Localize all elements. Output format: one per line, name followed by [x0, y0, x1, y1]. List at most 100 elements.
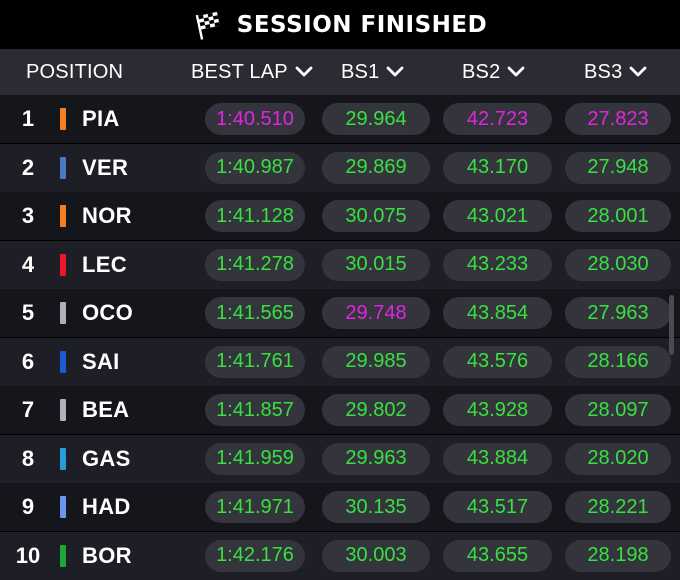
position-number: 2 [21, 154, 35, 180]
best-lap-time: 1:40.987 [205, 151, 305, 184]
bs3-time: 28.001 [565, 200, 671, 232]
bs2-time: 43.884 [443, 442, 552, 475]
header-position: POSITION [26, 49, 123, 95]
table-row[interactable]: 7 BEA 1:41.857 29.802 43.928 28.097 [0, 386, 680, 434]
best-lap-time: 1:41.565 [205, 297, 305, 329]
header-bs3-sort[interactable]: BS3 [584, 49, 648, 95]
driver-code: HAD [82, 494, 131, 519]
bs3-time: 28.221 [565, 491, 671, 523]
best-lap-time: 1:42.176 [205, 539, 305, 572]
table-row[interactable]: 3 NOR 1:41.128 30.075 43.021 28.001 [0, 192, 680, 240]
driver-code: VER [82, 154, 129, 180]
bs2-time: 43.021 [443, 200, 552, 232]
best-lap-time: 1:41.857 [205, 394, 305, 426]
team-color-bar [60, 350, 66, 373]
bs3-time: 28.097 [565, 394, 671, 426]
team-color-bar [60, 205, 66, 227]
driver-code: PIA [82, 106, 120, 131]
chevron-down-icon [630, 66, 647, 77]
position-number: 3 [21, 203, 35, 228]
bs2-time: 43.655 [443, 539, 552, 572]
driver-code: LEC [82, 251, 127, 277]
team-color-bar [60, 108, 66, 130]
driver-code: SAI [82, 348, 120, 374]
position-number: 5 [21, 300, 35, 325]
bs3-time: 28.030 [565, 248, 671, 281]
position-number: 8 [21, 445, 35, 471]
bs1-time: 29.964 [322, 103, 430, 135]
best-lap-time: 1:40.510 [205, 103, 305, 135]
driver-code: BOR [82, 542, 132, 568]
team-color-bar [60, 544, 66, 567]
bs2-time: 43.928 [443, 394, 552, 426]
table-row[interactable]: 5 OCO 1:41.565 29.748 43.854 27.963 [0, 289, 680, 337]
driver-code: NOR [82, 203, 132, 228]
team-color-bar [60, 302, 66, 324]
header-bs2-label: BS2 [462, 60, 501, 83]
best-lap-time: 1:41.959 [205, 442, 305, 475]
bs3-time: 28.198 [565, 539, 671, 572]
best-lap-time: 1:41.278 [205, 248, 305, 281]
header-bs2-sort[interactable]: BS2 [462, 49, 526, 95]
best-lap-time: 1:41.761 [205, 345, 305, 378]
team-color-bar [60, 156, 66, 179]
bs1-time: 29.748 [322, 297, 430, 329]
bs1-time: 30.015 [322, 248, 430, 281]
bs3-time: 28.166 [565, 345, 671, 378]
table-header: POSITION BEST LAP BS1 BS2 BS3 [0, 49, 680, 95]
best-lap-time: 1:41.128 [205, 200, 305, 232]
position-number: 4 [21, 251, 35, 277]
header-bs1-sort[interactable]: BS1 [341, 49, 405, 95]
table-row[interactable]: 2 VER 1:40.987 29.869 43.170 27.948 [0, 143, 680, 192]
bs2-time: 43.170 [443, 151, 552, 184]
driver-code: OCO [82, 300, 134, 325]
bs2-time: 42.723 [443, 103, 552, 135]
bs2-time: 43.576 [443, 345, 552, 378]
bs1-time: 29.802 [322, 394, 430, 426]
bs2-time: 43.233 [443, 248, 552, 281]
table-row[interactable]: 8 GAS 1:41.959 29.963 43.884 28.020 [0, 434, 680, 483]
header-best-lap-label: BEST LAP [191, 60, 288, 83]
bs1-time: 30.075 [322, 200, 430, 232]
header-bs3-label: BS3 [584, 60, 623, 83]
session-status: SESSION FINISHED [193, 10, 487, 40]
bs3-time: 27.823 [565, 103, 671, 135]
bs3-time: 28.020 [565, 442, 671, 475]
position-number: 9 [21, 494, 35, 519]
session-status-bar: SESSION FINISHED [0, 0, 680, 49]
team-color-bar [60, 496, 66, 518]
session-title: SESSION FINISHED [236, 11, 488, 38]
bs1-time: 30.003 [322, 539, 430, 572]
bs1-time: 29.985 [322, 345, 430, 378]
best-lap-time: 1:41.971 [205, 491, 305, 523]
driver-code: GAS [82, 445, 131, 471]
table-row[interactable]: 9 HAD 1:41.971 30.135 43.517 28.221 [0, 483, 680, 531]
table-row[interactable]: 6 SAI 1:41.761 29.985 43.576 28.166 [0, 337, 680, 386]
header-bs1-label: BS1 [341, 60, 380, 83]
bs1-time: 29.963 [322, 442, 430, 475]
bs2-time: 43.517 [443, 491, 552, 523]
table-row[interactable]: 1 PIA 1:40.510 29.964 42.723 27.823 [0, 95, 680, 143]
position-number: 6 [21, 348, 35, 374]
chevron-down-icon [387, 66, 404, 77]
team-color-bar [60, 399, 66, 421]
table-row[interactable]: 10 BOR 1:42.176 30.003 43.655 28.198 [0, 531, 680, 580]
team-color-bar [60, 253, 66, 276]
driver-code: BEA [82, 397, 130, 422]
bs2-time: 43.854 [443, 297, 552, 329]
chevron-down-icon [508, 66, 525, 77]
bs1-time: 29.869 [322, 151, 430, 184]
position-number: 1 [21, 106, 35, 131]
chequered-flag-icon [195, 11, 220, 40]
header-position-label: POSITION [26, 60, 124, 83]
header-best-lap-sort[interactable]: BEST LAP [191, 49, 314, 95]
bs3-time: 27.948 [565, 151, 671, 184]
table-row[interactable]: 4 LEC 1:41.278 30.015 43.233 28.030 [0, 240, 680, 289]
bs3-time: 27.963 [565, 297, 671, 329]
bs1-time: 30.135 [322, 491, 430, 523]
team-color-bar [60, 447, 66, 470]
scrollbar-thumb[interactable] [669, 295, 674, 355]
position-number: 10 [15, 542, 41, 568]
chevron-down-icon [295, 66, 313, 77]
position-number: 7 [21, 397, 35, 422]
